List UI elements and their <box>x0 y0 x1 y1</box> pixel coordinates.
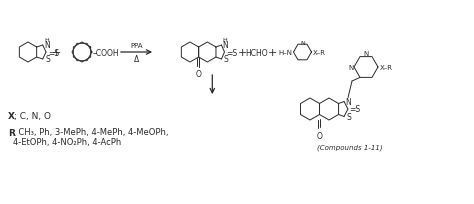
Text: =S: =S <box>349 105 360 114</box>
Text: N: N <box>45 41 50 50</box>
Text: H–N: H–N <box>278 50 292 56</box>
Text: N: N <box>349 65 354 71</box>
Text: S: S <box>46 55 50 64</box>
Text: ; C, N, O: ; C, N, O <box>14 112 51 121</box>
Text: +: + <box>51 48 61 58</box>
Text: –COOH: –COOH <box>93 48 119 57</box>
Text: R: R <box>8 128 15 137</box>
Text: N: N <box>222 41 228 50</box>
Text: +: + <box>238 48 247 58</box>
Text: O: O <box>317 131 322 140</box>
Text: (Compounds 1-11): (Compounds 1-11) <box>317 144 383 151</box>
Text: ; CH₃, Ph, 3-MePh, 4-MePh, 4-MeOPh,: ; CH₃, Ph, 3-MePh, 4-MePh, 4-MeOPh, <box>13 128 168 137</box>
Text: N: N <box>345 98 351 106</box>
Text: O: O <box>196 70 201 79</box>
Text: S: S <box>223 55 228 64</box>
Text: HCHO: HCHO <box>245 48 268 57</box>
Text: 4-EtOPh, 4-NO₂Ph, 4-AcPh: 4-EtOPh, 4-NO₂Ph, 4-AcPh <box>13 138 121 147</box>
Text: X–R: X–R <box>312 50 326 56</box>
Text: X–R: X–R <box>380 65 393 71</box>
Text: X: X <box>8 112 15 121</box>
Text: N: N <box>364 50 369 56</box>
Text: H: H <box>222 38 227 43</box>
Text: =S: =S <box>227 48 237 57</box>
Text: =S: =S <box>48 48 59 57</box>
Text: Δ: Δ <box>134 55 139 64</box>
Text: H: H <box>45 38 49 43</box>
Text: +: + <box>268 48 277 58</box>
Text: S: S <box>346 112 351 121</box>
Text: PPA: PPA <box>130 43 143 49</box>
Text: N: N <box>300 41 305 45</box>
